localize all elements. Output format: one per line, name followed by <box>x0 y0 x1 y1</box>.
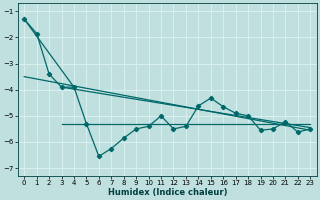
X-axis label: Humidex (Indice chaleur): Humidex (Indice chaleur) <box>108 188 227 197</box>
